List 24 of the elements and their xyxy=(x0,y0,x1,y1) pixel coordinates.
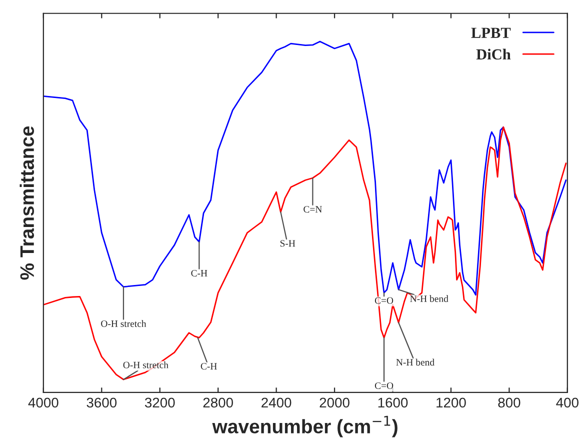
annotation: N-H bend xyxy=(410,295,448,302)
x-tick-label: 1600 xyxy=(378,398,408,408)
y-axis-title: % Transmittance xyxy=(20,126,34,280)
annotation: C=O xyxy=(374,297,394,304)
x-tick-label: 1200 xyxy=(436,398,466,408)
x-tick-label: 800 xyxy=(498,398,520,408)
x-tick-label: 4000 xyxy=(28,398,58,408)
annotation: C-H xyxy=(191,270,208,277)
annotation: C=N xyxy=(304,206,322,213)
x-tick-label: 3600 xyxy=(86,398,117,408)
annotation: C-H xyxy=(200,363,217,370)
x-tick-label: 2000 xyxy=(320,398,350,408)
legend-label: LPBT xyxy=(471,28,511,38)
annotation: O-H stretch xyxy=(123,361,168,368)
x-tick-label: 400 xyxy=(556,398,578,408)
x-tick-label: 2400 xyxy=(262,398,292,408)
annotation: N-H bend xyxy=(396,358,434,366)
annotation: C=O xyxy=(374,382,394,390)
x-tick-label: 2800 xyxy=(203,398,233,408)
x-axis-title: wavenumber (cm$^{−1}$) xyxy=(212,416,398,438)
x-tick-label: 3200 xyxy=(144,398,175,408)
annotation: S-H xyxy=(280,240,296,247)
legend-label: DiCh xyxy=(476,48,511,60)
annotation: O-H stretch xyxy=(101,320,146,327)
